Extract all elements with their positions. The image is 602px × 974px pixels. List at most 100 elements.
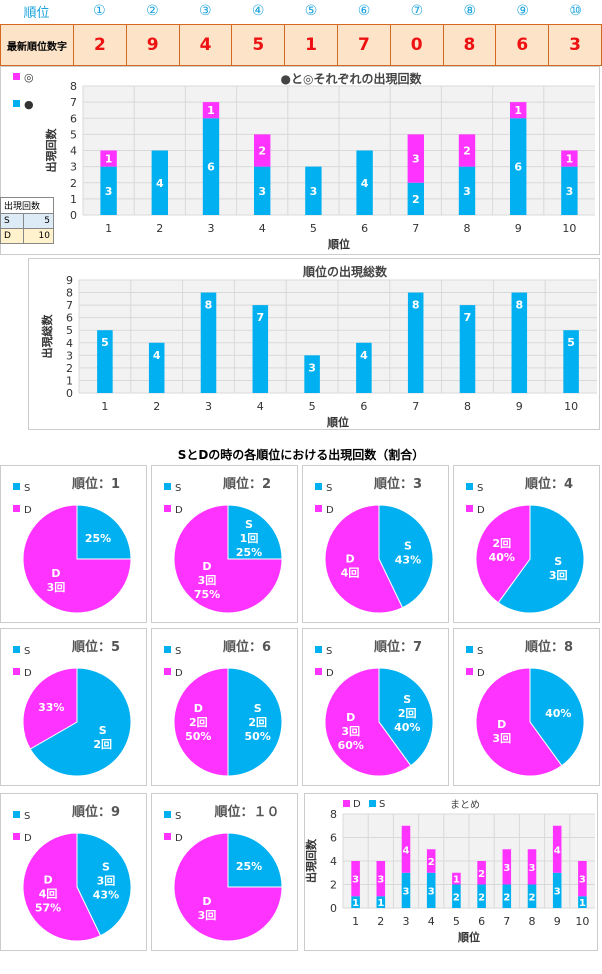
legend-swatch xyxy=(13,668,20,675)
bar-segment xyxy=(200,292,217,393)
legend-swatch xyxy=(13,646,20,653)
x-tick-label: 6 xyxy=(360,400,367,413)
x-tick-label: 10 xyxy=(564,400,578,413)
pie-label-s: S xyxy=(403,693,411,706)
pie-label-d: 40% xyxy=(489,551,515,564)
x-tick-label: 4 xyxy=(428,915,435,928)
chart-title: ●と◎それぞれの出現回数 xyxy=(281,71,423,86)
pie-panel: 順位：3 S D S 43% D 4回 xyxy=(302,465,449,623)
pie-slice-d xyxy=(173,667,229,777)
data-label: 4 xyxy=(554,845,561,856)
pie-label-s: 40% xyxy=(545,707,571,720)
x-tick-label: 5 xyxy=(309,400,316,413)
digit-cell: 5 xyxy=(232,25,286,65)
bar-segment xyxy=(502,849,512,885)
y-axis-title: 出現回数 xyxy=(305,838,318,883)
pie-label-s: 2回 xyxy=(93,737,112,751)
bar-segment xyxy=(578,861,587,897)
pie-title: 順位：8 xyxy=(525,639,573,655)
legend-label: S xyxy=(175,483,181,494)
legend-label: D xyxy=(326,505,334,516)
legend-label: ◎ xyxy=(24,71,34,84)
bar-segment xyxy=(351,896,360,908)
legend-label: D xyxy=(175,833,183,844)
data-label: 5 xyxy=(101,336,109,349)
pie-slice-d xyxy=(173,832,283,942)
data-label: 5 xyxy=(567,336,575,349)
x-tick-label: 8 xyxy=(529,915,536,928)
y-tick-label: 5 xyxy=(70,128,77,141)
data-label: 2 xyxy=(478,892,485,903)
x-tick-label: 4 xyxy=(257,400,264,413)
pie-label-d: 33% xyxy=(38,701,64,714)
legend-swatch xyxy=(466,668,473,675)
bar-segment xyxy=(356,150,373,215)
bar-segment xyxy=(561,150,578,167)
pie-label-s: 50% xyxy=(245,730,271,743)
chart-title: まとめ xyxy=(450,799,480,811)
x-tick-label: 5 xyxy=(453,915,460,928)
pie-label-d: D xyxy=(202,560,211,573)
data-label: 3 xyxy=(403,886,410,897)
bar-segment xyxy=(452,884,461,908)
data-label: 2 xyxy=(503,892,510,903)
legend-label: D xyxy=(24,505,32,516)
pie-label-d: 3回 xyxy=(198,908,217,922)
pie-panel: 順位：5 S D S 2回 33% xyxy=(0,628,147,786)
y-tick-label: 3 xyxy=(66,349,73,362)
data-label: 3 xyxy=(310,185,318,198)
data-label: 1 xyxy=(566,153,574,166)
y-tick-label: 8 xyxy=(66,287,73,300)
position-7: ⑦ xyxy=(410,3,424,19)
pie-slice-d xyxy=(22,667,78,750)
y-tick-label: 4 xyxy=(330,855,337,868)
bar-segment xyxy=(511,292,528,393)
bar-segment xyxy=(510,118,527,215)
legend-label: S xyxy=(326,646,332,657)
bar-segment xyxy=(527,884,537,908)
legend-swatch xyxy=(164,833,171,840)
position-5: ⑤ xyxy=(304,3,318,19)
data-label: 3 xyxy=(579,875,586,886)
legend-swatch xyxy=(315,505,322,512)
pie-title: 順位：1 xyxy=(72,476,120,492)
bar-segment xyxy=(151,150,168,215)
data-label: 4 xyxy=(360,349,368,362)
legend-label: D xyxy=(326,668,334,679)
legend-label: S xyxy=(175,811,181,822)
pie-label-d: D xyxy=(202,895,211,908)
x-tick-label: 7 xyxy=(412,400,419,413)
bar-segment xyxy=(527,849,537,885)
pie-label-s: S xyxy=(254,702,262,715)
x-tick-label: 9 xyxy=(516,400,523,413)
pie-label-s: 3回 xyxy=(549,568,568,582)
x-tick-label: 1 xyxy=(105,222,112,235)
y-tick-label: 2 xyxy=(66,362,73,375)
pie-panel: 順位：9 S D S 3回 43% D 4回 57% xyxy=(0,793,147,951)
pie-label-d: 3回 xyxy=(492,731,511,745)
pie-label-d: 3回 xyxy=(198,573,217,587)
y-tick-label: 7 xyxy=(66,299,73,312)
pie-panel: 順位：6 S D S 2回 50% D 2回 50% xyxy=(151,628,298,786)
bar-segment xyxy=(502,884,512,908)
legend-label: D xyxy=(175,668,183,679)
pie-slice-d xyxy=(324,504,404,614)
pie-title: 順位：１０ xyxy=(214,804,279,820)
pie-label-d: D xyxy=(51,567,60,580)
x-tick-label: 6 xyxy=(361,222,368,235)
x-tick-label: 1 xyxy=(101,400,108,413)
data-label: 1 xyxy=(105,153,113,166)
data-label: 8 xyxy=(205,299,213,312)
data-label: 6 xyxy=(514,161,522,174)
data-label: 3 xyxy=(529,863,536,874)
pie-slice-s xyxy=(76,832,132,937)
pie-slice-s xyxy=(227,504,283,560)
pie-panel: 順位：8 S D 40% D 3回 xyxy=(453,628,600,786)
position-8: ⑧ xyxy=(463,3,477,19)
x-tick-label: 4 xyxy=(259,222,266,235)
legend-label: D xyxy=(353,799,361,810)
legend-label: S xyxy=(175,646,181,657)
y-tick-label: 4 xyxy=(70,145,77,158)
